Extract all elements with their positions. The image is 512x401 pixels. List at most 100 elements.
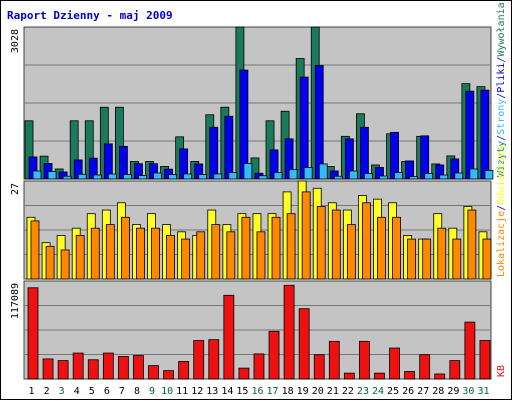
- legend-label: /: [496, 57, 507, 63]
- bar-strony-17: [273, 172, 283, 180]
- bar-kb-2: [42, 358, 54, 380]
- bar-strony-9: [153, 172, 162, 180]
- x-tick-label: 22: [342, 386, 354, 397]
- bar-pliki-30: [465, 90, 475, 180]
- bar-pliki-13: [209, 126, 219, 180]
- bar-kb-19: [298, 308, 310, 380]
- bar-kb-22: [343, 372, 355, 380]
- bar-kb-16: [253, 353, 265, 380]
- x-tick-label: 16: [251, 386, 263, 397]
- bar-lokalizacje-30: [467, 209, 477, 280]
- bar-strony-29: [454, 172, 464, 180]
- legend-label: Odwiedziny: [496, 145, 507, 205]
- bar-lokalizacje-23: [362, 202, 371, 280]
- bar-strony-13: [213, 173, 223, 180]
- x-tick-label: 8: [134, 386, 140, 397]
- bar-lokalizacje-17: [271, 216, 281, 280]
- x-tick-label: 15: [236, 386, 248, 397]
- x-tick-label: 24: [372, 386, 384, 397]
- bar-lokalizacje-21: [331, 209, 341, 280]
- panel-3: 117089: [10, 280, 492, 380]
- bar-kb-30: [464, 321, 476, 380]
- bar-kb-12: [193, 340, 205, 380]
- bar-kb-3: [57, 360, 69, 380]
- x-tick-label: 2: [44, 386, 50, 397]
- chart-title: Raport Dzienny - maj 2009: [7, 9, 173, 22]
- bar-lokalizacje-4: [75, 235, 85, 280]
- y-max-label: 117089: [10, 283, 21, 319]
- bar-lokalizacje-16: [256, 231, 266, 280]
- bar-kb-31: [479, 340, 491, 380]
- bar-lokalizacje-2: [45, 245, 55, 280]
- x-tick-label: 4: [74, 386, 80, 397]
- bar-strony-4: [77, 173, 87, 180]
- bar-strony-31: [484, 170, 494, 180]
- y-max-label: 3028: [10, 29, 21, 53]
- bar-lokalizacje-25: [392, 216, 401, 280]
- legend-label: /: [496, 135, 507, 141]
- x-tick-label: 29: [447, 386, 459, 397]
- bar-lokalizacje-6: [105, 224, 115, 280]
- bar-lokalizacje-1: [30, 220, 40, 280]
- panel-1-legend: Wizyty/Strony/Pliki/Wywołania: [496, 2, 507, 177]
- x-tick-label: 14: [221, 386, 233, 397]
- x-tick-label: 27: [417, 386, 429, 397]
- bar-kb-9: [148, 365, 159, 380]
- bar-pliki-25: [390, 131, 399, 180]
- x-tick-label: 19: [297, 386, 309, 397]
- bar-lokalizacje-26: [407, 238, 417, 280]
- bar-lokalizacje-9: [151, 227, 160, 280]
- bar-lokalizacje-24: [377, 216, 386, 280]
- x-tick-label: 3: [59, 386, 65, 397]
- bar-kb-23: [359, 340, 370, 380]
- x-tick-label: 10: [161, 386, 173, 397]
- bar-lokalizacje-15: [241, 216, 251, 280]
- bar-lokalizacje-19: [301, 191, 311, 280]
- bar-lokalizacje-28: [437, 227, 447, 280]
- x-tick-label: 1: [29, 386, 35, 397]
- bar-lokalizacje-10: [166, 235, 175, 280]
- bar-strony-14: [228, 172, 238, 180]
- bar-kb-26: [404, 371, 416, 380]
- bar-lokalizacje-29: [452, 238, 462, 280]
- x-tick-label: 9: [149, 386, 155, 397]
- bar-lokalizacje-22: [346, 224, 356, 280]
- bar-lokalizacje-31: [482, 238, 492, 280]
- bar-strony-18: [288, 169, 298, 180]
- bar-strony-16: [258, 175, 268, 180]
- bar-pliki-31: [480, 89, 490, 180]
- bar-lokalizacje-18: [286, 213, 296, 280]
- bar-strony-3: [62, 175, 72, 180]
- x-tick-label: 17: [267, 386, 279, 397]
- x-tick-label: 23: [357, 386, 369, 397]
- bar-kb-11: [178, 361, 190, 380]
- bar-strony-12: [198, 174, 208, 180]
- bar-strony-15: [243, 163, 253, 180]
- x-tick-label: 26: [402, 386, 414, 397]
- bar-kb-24: [374, 372, 385, 380]
- panel-3-legend: KB: [496, 365, 507, 377]
- bar-strony-8: [138, 175, 147, 180]
- legend-label: Wywołania: [496, 2, 507, 56]
- legend-label: Strony: [496, 99, 507, 135]
- x-tick-label: 21: [327, 386, 339, 397]
- bar-lokalizacje-5: [90, 227, 100, 280]
- bar-strony-24: [379, 175, 388, 180]
- bar-strony-30: [469, 168, 479, 180]
- legend-label: /: [496, 205, 507, 211]
- bar-kb-20: [313, 354, 325, 380]
- bar-kb-21: [328, 340, 340, 380]
- legend-label: KB: [496, 365, 507, 377]
- bar-kb-10: [163, 370, 174, 380]
- x-tick-label: 25: [387, 386, 399, 397]
- bar-kb-8: [133, 355, 144, 380]
- bar-pliki-14: [224, 115, 234, 180]
- bar-kb-13: [208, 339, 220, 380]
- bar-kb-6: [102, 352, 114, 380]
- bar-pliki-20: [314, 65, 324, 180]
- bar-strony-20: [318, 163, 328, 180]
- bar-pliki-27: [420, 135, 430, 180]
- bar-strony-21: [333, 175, 343, 180]
